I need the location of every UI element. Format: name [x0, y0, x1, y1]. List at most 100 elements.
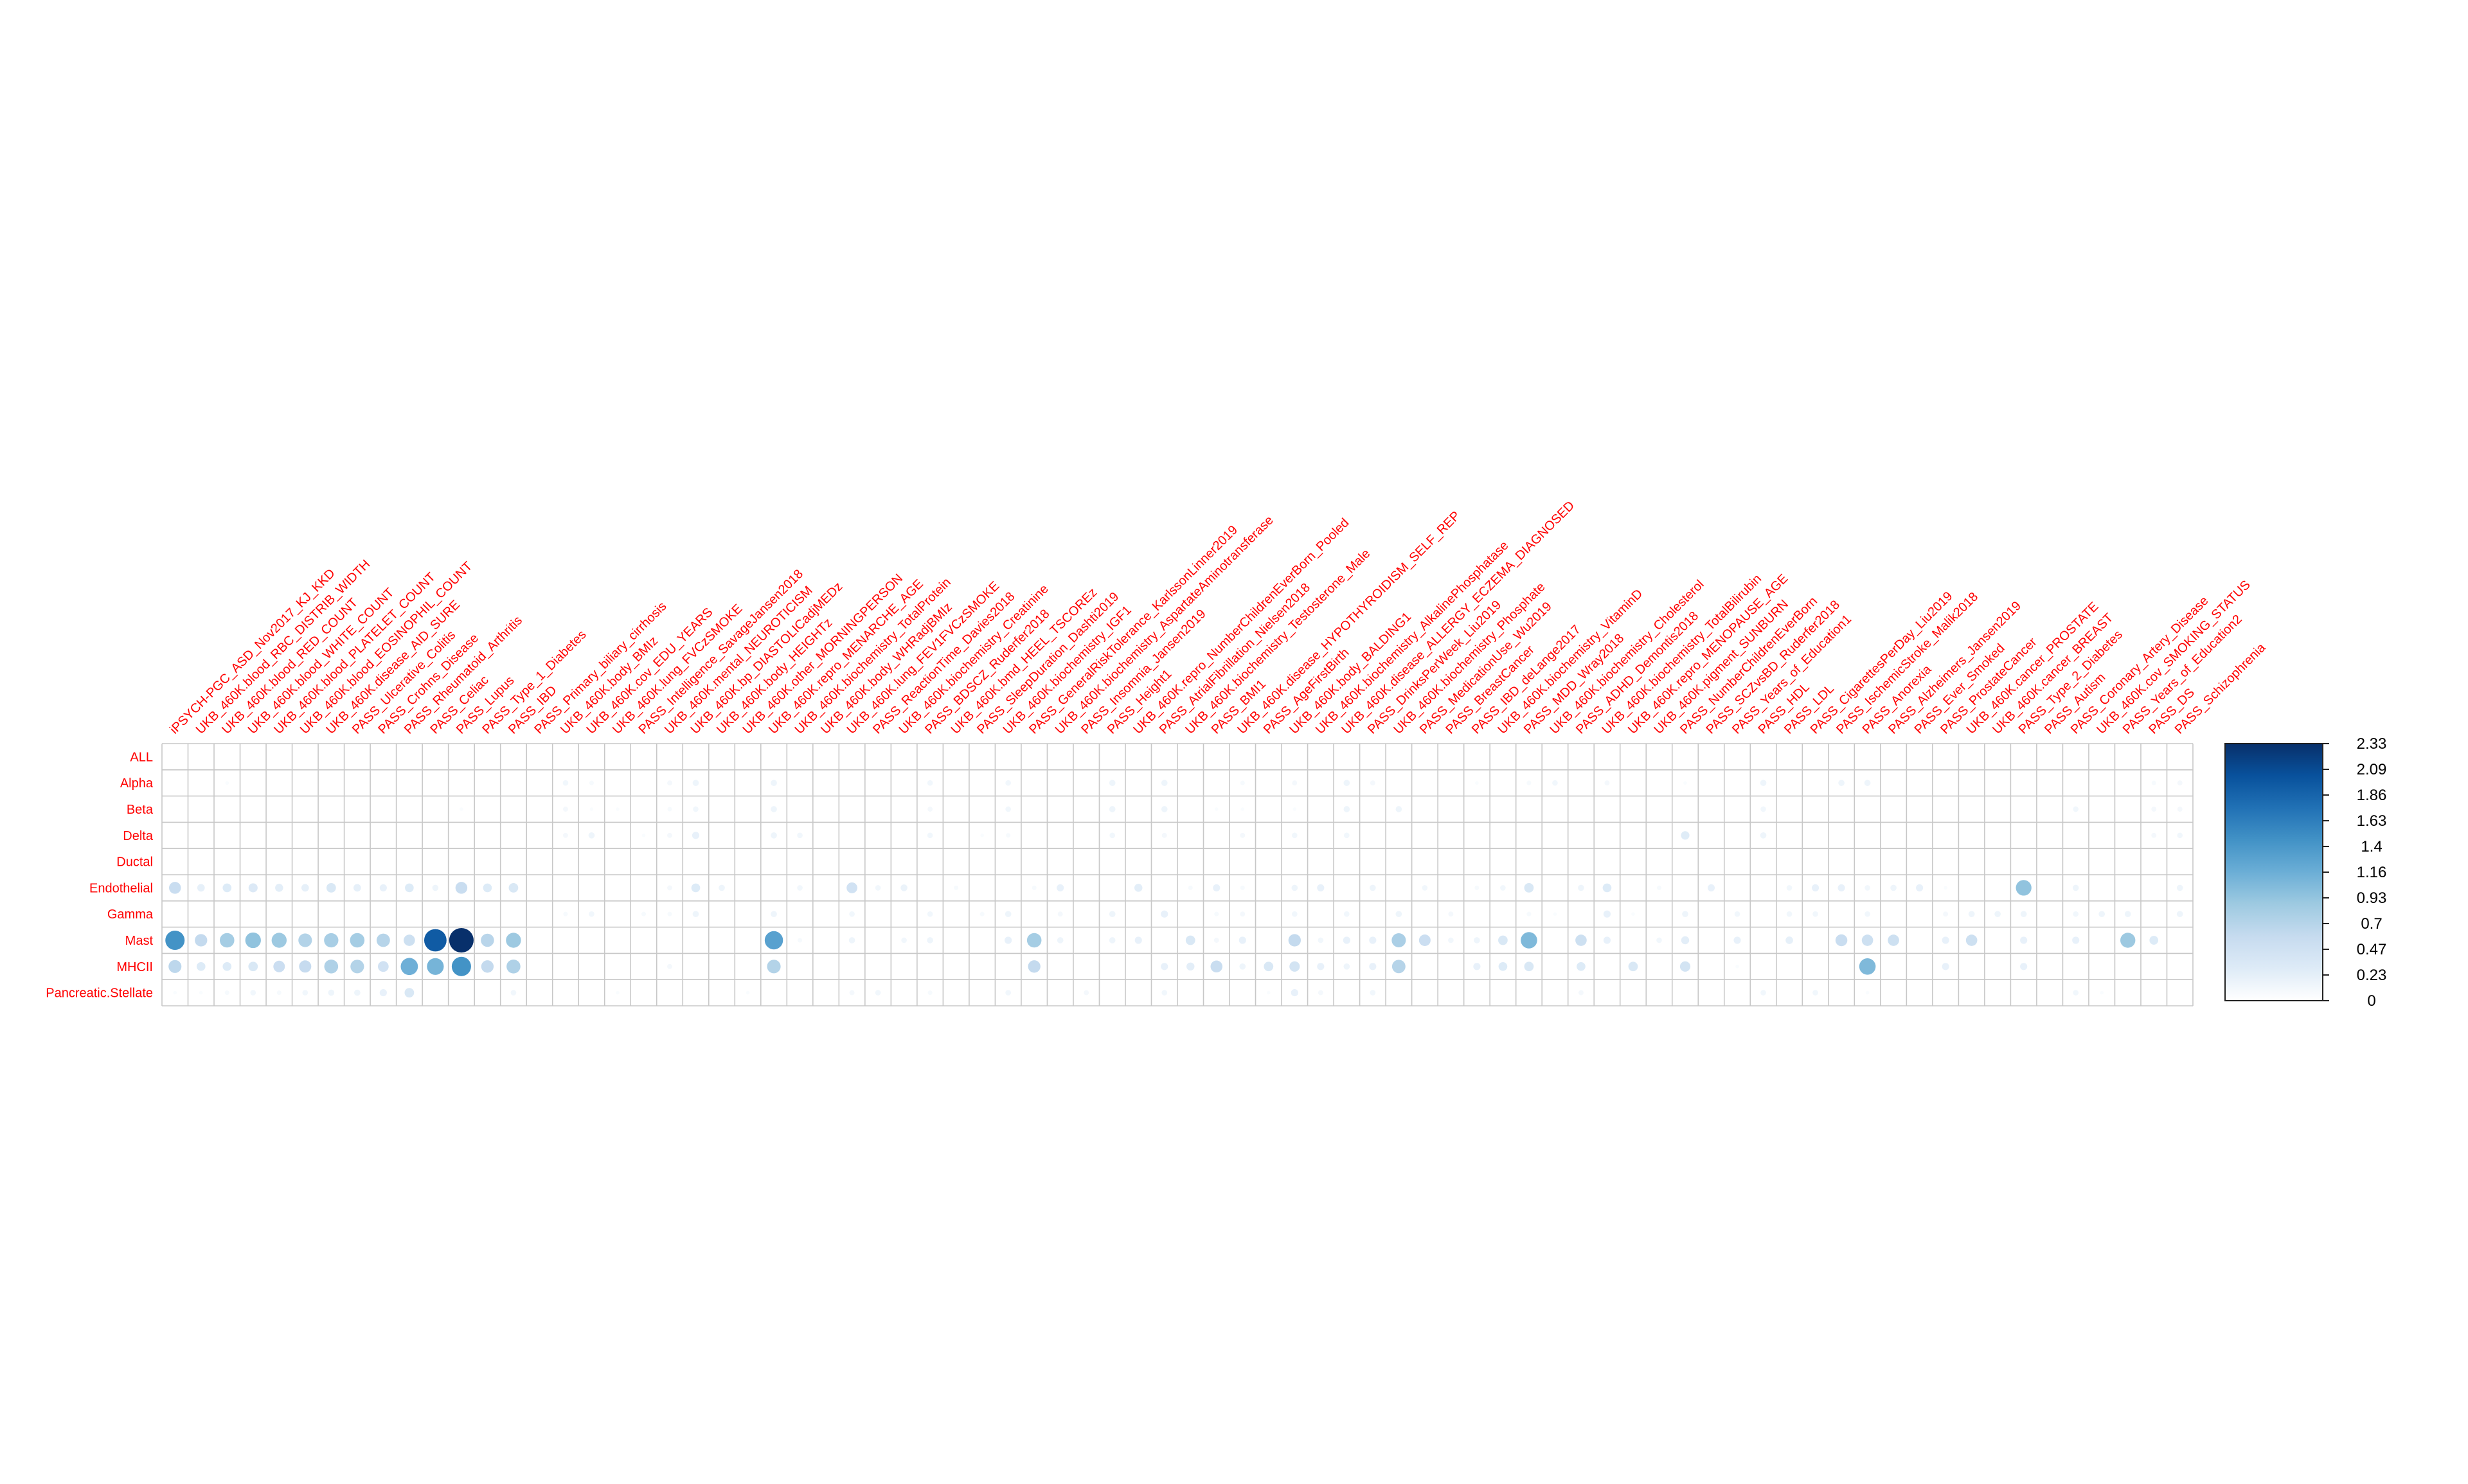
cell-circle: [1240, 807, 1245, 811]
cell-circle: [1811, 884, 1820, 891]
cell-circle: [1631, 912, 1635, 916]
cell-circle: [900, 884, 908, 891]
cell-circle: [2176, 911, 2183, 918]
cell-circle: [1578, 990, 1584, 996]
cell-circle: [771, 832, 777, 839]
cell-circle: [1578, 884, 1584, 891]
cell-circle: [1474, 937, 1480, 943]
cell-circle: [1161, 806, 1168, 812]
cell-circle: [771, 806, 777, 812]
cell-circle: [2177, 780, 2183, 786]
cell-circle: [248, 961, 258, 972]
cell-circle: [1057, 911, 1063, 917]
cell-circle: [641, 834, 646, 837]
cell-circle: [1343, 806, 1350, 812]
cell-circle: [875, 990, 881, 996]
cell-circle: [1318, 937, 1324, 943]
cell-circle: [1448, 911, 1454, 917]
cell-circle: [1134, 936, 1142, 944]
cell-circle: [1032, 885, 1037, 890]
colorbar: 2.33 2.09 1.86 1.63 1.4 1.16 0.93 0.7 0.47 0.23 0: [2224, 735, 2387, 1010]
cell-circle: [1028, 960, 1041, 973]
cell-circle: [2020, 963, 2028, 970]
cell-circle: [1864, 780, 1871, 787]
cell-circle: [1109, 832, 1116, 839]
cell-circle: [197, 884, 205, 892]
cell-circle: [1526, 911, 1532, 916]
cell-circle: [927, 780, 933, 786]
cell-circle: [324, 959, 339, 974]
cell-circle: [1185, 935, 1195, 945]
cell-circle: [1683, 781, 1687, 785]
column-labels: iPSYCH-PGC_ASD_Nov2017_KJ_KKDUKB_460K.bl…: [167, 499, 2269, 737]
cell-circle: [1994, 911, 2001, 918]
cell-circle: [173, 990, 177, 995]
cell-circle: [1289, 961, 1300, 972]
cell-circle: [954, 885, 959, 890]
colorbar-tick-label: 0.93: [2357, 890, 2387, 907]
cell-circle: [219, 933, 235, 948]
cell-circle: [927, 911, 933, 917]
cell-circle: [481, 933, 494, 947]
cell-circle: [301, 884, 309, 892]
cell-circle: [692, 911, 699, 918]
cell-circle: [427, 958, 444, 975]
cell-circle: [1577, 961, 1586, 971]
cell-circle: [979, 911, 985, 916]
cell-circle: [667, 832, 672, 838]
cell-circle: [1291, 989, 1298, 997]
cell-circle: [1944, 886, 1947, 890]
cell-circle: [1681, 936, 1690, 945]
cell-circle: [1343, 936, 1350, 944]
cell-circle: [2176, 884, 2183, 891]
cell-circle: [354, 989, 361, 996]
cell-circle: [1575, 934, 1587, 946]
cell-circle: [460, 807, 463, 811]
cell-circle: [424, 929, 447, 952]
cell-circle: [1109, 780, 1116, 787]
cell-circle: [771, 911, 777, 918]
cell-circle: [273, 960, 285, 972]
cell-circle: [692, 780, 699, 787]
row-label: Mast: [125, 934, 154, 948]
cell-circle: [691, 883, 701, 893]
cell-circle: [1210, 960, 1223, 973]
cell-circle: [1734, 911, 1740, 917]
cell-circle: [1474, 885, 1480, 890]
cell-circle: [1391, 933, 1406, 948]
cell-circle: [1343, 963, 1350, 970]
cell-circle: [2073, 911, 2079, 917]
cell-circle: [224, 990, 229, 996]
row-label: MHCII: [116, 960, 153, 974]
cell-circle: [1604, 780, 1610, 786]
cell-circle: [1786, 885, 1793, 891]
cell-circle: [377, 961, 389, 972]
cell-circle: [168, 960, 182, 973]
cell-circle: [1418, 934, 1431, 946]
cell-circle: [1057, 937, 1064, 943]
cell-circle: [324, 933, 339, 948]
cell-circle: [1214, 807, 1219, 811]
cell-circle: [1679, 961, 1691, 972]
row-labels: ALL Alpha Beta Delta Ductal Endothelial Gamma M…: [46, 750, 154, 1000]
row-label: Beta: [127, 803, 154, 817]
cell-circle: [326, 883, 336, 893]
cell-circle: [1603, 936, 1611, 944]
cell-circle: [404, 988, 415, 997]
cell-circle: [1707, 884, 1715, 891]
cell-circle: [1238, 936, 1246, 944]
cell-circle: [1240, 885, 1245, 890]
colorbar-tick-label: 0.47: [2357, 941, 2387, 958]
cell-circle: [1552, 780, 1558, 786]
cell-circle: [641, 911, 647, 916]
cell-circle: [404, 934, 415, 946]
colorbar-tick-label: 1.63: [2357, 812, 2387, 830]
cell-circle: [927, 937, 933, 943]
cell-circle: [1292, 807, 1297, 811]
cell-circle: [1526, 780, 1532, 785]
cell-circle: [271, 933, 287, 948]
row-label: Delta: [123, 829, 154, 843]
cell-circle: [798, 938, 803, 943]
row-label: Alpha: [120, 776, 154, 791]
